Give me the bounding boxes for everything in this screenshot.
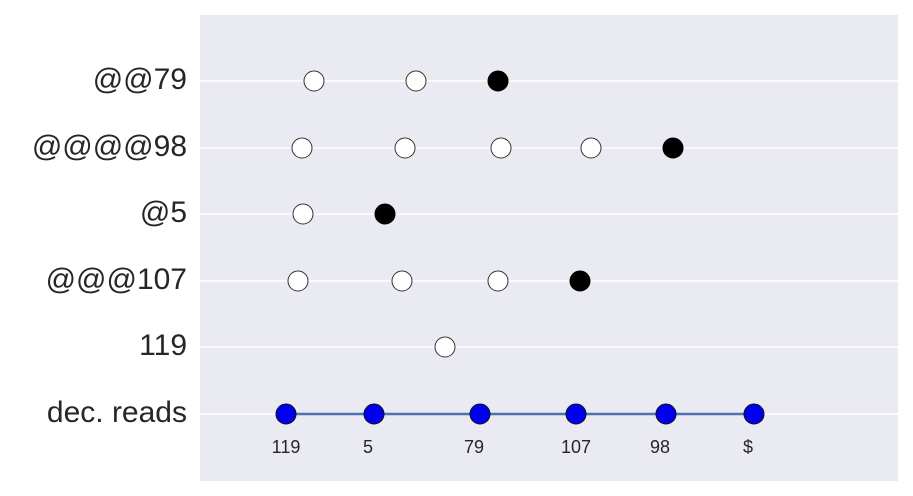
read-node [405, 70, 427, 92]
read-end [662, 137, 684, 159]
decoded-reads: 119 5 79 107 98 $ [272, 403, 765, 457]
decoded-node [565, 403, 587, 425]
read-node [291, 137, 313, 159]
row-label: dec. reads [47, 396, 187, 429]
read-node [303, 70, 325, 92]
read-node [394, 137, 416, 159]
decoded-label: 107 [561, 437, 591, 457]
row-label: @@@107 [46, 263, 187, 296]
read-node [487, 270, 509, 292]
row-label: @@@@98 [32, 130, 187, 163]
read-end [487, 70, 509, 92]
row-label: 119 [139, 329, 187, 362]
row-label: @5 [140, 196, 187, 229]
decoded-label: 119 [272, 437, 301, 457]
read-node [287, 270, 309, 292]
decoded-label: 79 [464, 437, 484, 457]
read-end [374, 203, 396, 225]
read-node [580, 137, 602, 159]
decoded-node [363, 403, 385, 425]
read-circles [287, 70, 684, 358]
decoded-label: $ [743, 437, 753, 457]
read-node [490, 137, 512, 159]
decoded-node [469, 403, 491, 425]
row-label: @@79 [93, 63, 187, 96]
read-node [292, 203, 314, 225]
read-end [569, 270, 591, 292]
plot-area [200, 15, 898, 481]
decoded-node [275, 403, 297, 425]
read-node [391, 270, 413, 292]
decoded-node [743, 403, 765, 425]
decoded-node [655, 403, 677, 425]
row-labels: @@79 @@@@98 @5 @@@107 119 dec. reads [32, 63, 187, 429]
decoded-label: 5 [363, 437, 373, 457]
read-node [434, 336, 456, 358]
decoded-label: 98 [650, 437, 670, 457]
